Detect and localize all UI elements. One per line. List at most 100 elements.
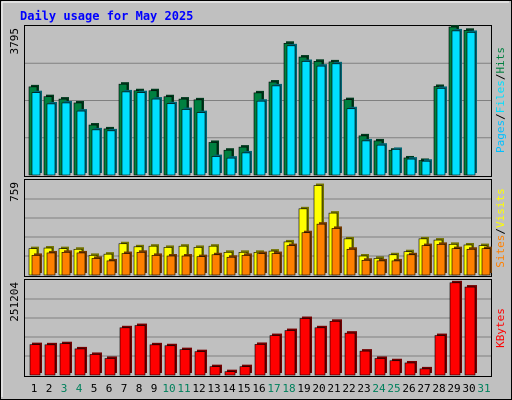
bar-visits-sites-sites-day-7 bbox=[121, 251, 132, 276]
bar-hits-files-pages-files-day-26 bbox=[406, 157, 417, 176]
bar-face bbox=[421, 245, 431, 276]
bar-kbytes-kbytes-day-3 bbox=[59, 341, 72, 376]
bar-hits-files-pages-files-day-8 bbox=[136, 90, 147, 176]
bar-kbytes-kbytes-day-15 bbox=[239, 364, 252, 376]
bar-face bbox=[106, 260, 116, 276]
bar-kbytes-kbytes-day-26 bbox=[404, 360, 417, 376]
bar-kbytes-kbytes-day-28 bbox=[434, 333, 447, 376]
legend-label-hits-files-pages: Pages/Files/Hits bbox=[494, 47, 507, 153]
x-tick-label-day-31: 31 bbox=[477, 382, 490, 395]
bar-face bbox=[436, 244, 446, 276]
bar-face bbox=[151, 98, 161, 176]
bar-visits-sites-sites-day-3 bbox=[61, 250, 72, 276]
bar-face bbox=[149, 344, 161, 376]
legend-label-part-1: / bbox=[494, 113, 507, 120]
x-tick-label-day-29: 29 bbox=[447, 382, 460, 395]
x-tick-label-day-8: 8 bbox=[136, 382, 143, 395]
bar-hits-files-pages-files-day-11 bbox=[181, 107, 192, 176]
bar-face bbox=[436, 88, 446, 176]
bar-kbytes-kbytes-day-2 bbox=[44, 342, 57, 376]
bar-hits-files-pages-files-day-10 bbox=[166, 101, 177, 176]
bar-kbytes-kbytes-day-12 bbox=[194, 349, 207, 376]
panel-visits-frame bbox=[24, 179, 492, 277]
bar-face bbox=[361, 259, 371, 276]
bar-hits-files-pages-files-day-5 bbox=[91, 127, 102, 176]
bar-visits-sites-sites-day-13 bbox=[211, 252, 222, 276]
bar-face bbox=[226, 256, 236, 276]
x-tick-label-day-25: 25 bbox=[387, 382, 400, 395]
bar-kbytes-kbytes-day-14 bbox=[224, 369, 237, 376]
bar-visits-sites-sites-day-26 bbox=[406, 252, 417, 276]
bar-visits-sites-sites-day-19 bbox=[301, 230, 312, 276]
legend-label-part-2: Visits bbox=[494, 188, 507, 228]
bar-hits-files-pages-files-day-20 bbox=[316, 64, 327, 176]
bar-visits-sites-sites-day-5 bbox=[91, 256, 102, 276]
legend-label-part-0: Pages bbox=[494, 120, 507, 153]
bar-kbytes-kbytes-day-22 bbox=[344, 331, 357, 376]
bar-face bbox=[464, 286, 476, 376]
bar-hits-files-pages-files-day-4 bbox=[76, 109, 87, 176]
bar-hits-files-pages-files-day-22 bbox=[346, 106, 357, 176]
axis-labels: 3795Pages/Files/Hits759Sites/Visits25120… bbox=[8, 28, 507, 395]
bar-face bbox=[449, 282, 461, 376]
y-max-label-hits-files-pages: 3795 bbox=[8, 28, 21, 55]
bar-face bbox=[271, 253, 281, 276]
bar-hits-files-pages-files-day-9 bbox=[151, 97, 162, 176]
chart-title: Daily usage for May 2025 bbox=[20, 9, 193, 23]
bar-face bbox=[136, 92, 146, 176]
bar-face bbox=[134, 325, 146, 376]
x-tick-label-day-3: 3 bbox=[61, 382, 68, 395]
bar-face bbox=[301, 61, 311, 176]
bar-face bbox=[29, 344, 41, 376]
x-tick-label-day-13: 13 bbox=[207, 382, 220, 395]
bar-kbytes-kbytes-day-18 bbox=[284, 328, 297, 376]
legend-label-part-3: / bbox=[494, 74, 507, 81]
bar-face bbox=[46, 252, 56, 276]
bar-face bbox=[136, 252, 146, 276]
bar-visits-sites-sites-day-29 bbox=[451, 246, 462, 276]
x-tick-label-day-18: 18 bbox=[282, 382, 295, 395]
panel-hits-frame bbox=[24, 25, 492, 177]
bar-visits-sites-sites-day-15 bbox=[241, 253, 252, 276]
bar-face bbox=[211, 254, 221, 276]
bar-face bbox=[91, 129, 101, 176]
bar-face bbox=[331, 63, 341, 176]
bar-face bbox=[106, 130, 116, 176]
bar-face bbox=[121, 91, 131, 176]
x-tick-label-day-12: 12 bbox=[192, 382, 205, 395]
bar-face bbox=[286, 245, 296, 276]
bar-face bbox=[466, 32, 476, 176]
bar-face bbox=[89, 354, 101, 376]
bar-kbytes-kbytes-day-9 bbox=[149, 342, 162, 376]
bar-kbytes-kbytes-day-8 bbox=[134, 323, 147, 376]
bar-face bbox=[226, 157, 236, 176]
x-tick-label-day-28: 28 bbox=[432, 382, 445, 395]
legend-label-visits-sites: Sites/Visits bbox=[494, 188, 507, 268]
bar-face bbox=[194, 351, 206, 376]
legend-label-part-0: KBytes bbox=[494, 308, 507, 348]
panel-kbytes-frame bbox=[24, 279, 492, 377]
x-tick-label-day-4: 4 bbox=[76, 382, 83, 395]
bar-face bbox=[419, 368, 431, 376]
bar-face bbox=[329, 321, 341, 376]
bar-face bbox=[31, 92, 41, 176]
x-tick-label-day-24: 24 bbox=[372, 382, 386, 395]
bar-face bbox=[196, 256, 206, 276]
bar-hits-files-pages-files-day-27 bbox=[421, 159, 432, 176]
bar-kbytes-kbytes-day-4 bbox=[74, 346, 87, 376]
bar-visits-sites-sites-day-25 bbox=[391, 258, 402, 276]
x-tick-label-day-6: 6 bbox=[106, 382, 113, 395]
bar-hits-files-pages-files-day-7 bbox=[121, 89, 132, 176]
bar-hits-files-pages-files-day-13 bbox=[211, 154, 222, 176]
bar-face bbox=[104, 358, 116, 376]
bar-kbytes-kbytes-day-16 bbox=[254, 342, 267, 376]
bar-face bbox=[434, 335, 446, 376]
bar-face bbox=[196, 112, 206, 176]
bar-face bbox=[74, 348, 86, 376]
x-tick-label-day-9: 9 bbox=[151, 382, 158, 395]
bar-face bbox=[254, 344, 266, 376]
bar-visits-sites-sites-day-21 bbox=[331, 226, 342, 276]
bar-face bbox=[76, 252, 86, 276]
bar-visits-sites-sites-day-12 bbox=[196, 254, 207, 276]
